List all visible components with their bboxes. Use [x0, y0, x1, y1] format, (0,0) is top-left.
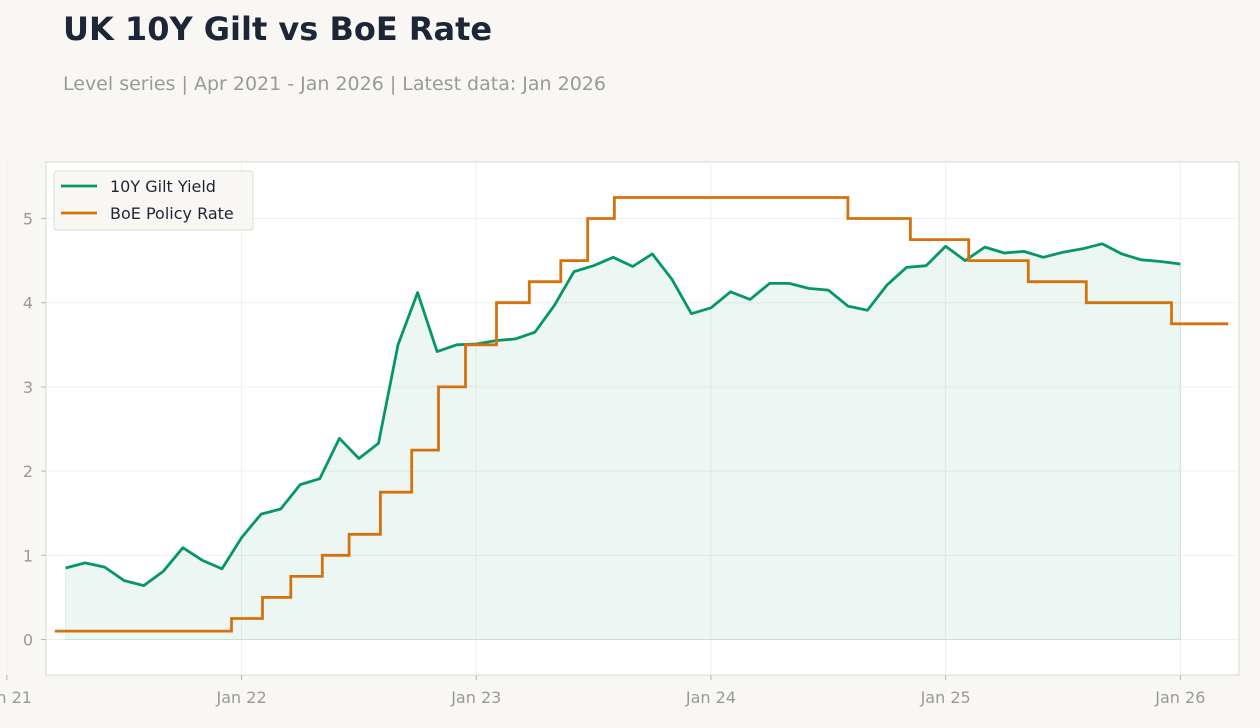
y-tick-label: 2	[23, 462, 33, 481]
y-tick-label: 3	[23, 378, 33, 397]
plot-area	[45, 161, 1240, 676]
x-tick-label: Jan 23	[450, 688, 501, 707]
y-tick-label: 0	[23, 631, 33, 650]
y-tick-label: 4	[23, 294, 33, 313]
x-tick-label: Jan 25	[920, 688, 971, 707]
y-tick-label: 1	[23, 546, 33, 565]
legend-box	[53, 170, 254, 231]
chart-title: UK 10Y Gilt vs BoE Rate	[63, 10, 493, 48]
x-tick-label: Jan 22	[216, 688, 267, 707]
legend-label: 10Y Gilt Yield	[110, 177, 216, 196]
x-tick-label: Jan 24	[685, 688, 736, 707]
x-tick-label: Jan 26	[1154, 688, 1205, 707]
y-tick-label: 5	[23, 210, 33, 229]
x-tick-label: Jan 21	[0, 688, 32, 707]
series-boe-rate-line	[54, 196, 1229, 633]
legend-label: BoE Policy Rate	[110, 204, 234, 223]
series-gilt-yield-line	[65, 242, 1181, 587]
chart-subtitle: Level series | Apr 2021 - Jan 2026 | Lat…	[63, 73, 606, 95]
